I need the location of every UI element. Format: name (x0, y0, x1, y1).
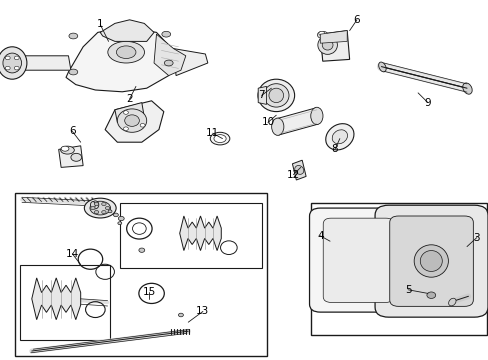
Ellipse shape (419, 251, 441, 271)
Polygon shape (59, 146, 83, 167)
Ellipse shape (413, 245, 447, 277)
Text: 6: 6 (353, 15, 360, 25)
Ellipse shape (91, 207, 95, 210)
Ellipse shape (317, 31, 327, 39)
Ellipse shape (14, 56, 19, 60)
Ellipse shape (310, 107, 323, 125)
Bar (120, 203, 261, 268)
Bar (310, 203, 486, 335)
Ellipse shape (90, 201, 110, 215)
Ellipse shape (140, 123, 145, 127)
Polygon shape (154, 34, 185, 76)
Ellipse shape (178, 313, 183, 317)
Ellipse shape (325, 124, 353, 150)
Polygon shape (180, 216, 221, 251)
Ellipse shape (164, 60, 173, 66)
Ellipse shape (94, 211, 99, 214)
Polygon shape (66, 27, 173, 92)
Polygon shape (100, 20, 154, 41)
FancyBboxPatch shape (309, 208, 406, 312)
Ellipse shape (123, 111, 128, 114)
Ellipse shape (92, 201, 99, 209)
Ellipse shape (3, 53, 21, 73)
Ellipse shape (71, 153, 81, 161)
Text: 12: 12 (286, 170, 300, 180)
Ellipse shape (271, 118, 283, 135)
Bar (15, 193, 266, 356)
Text: 13: 13 (196, 306, 209, 316)
Ellipse shape (102, 211, 106, 214)
Ellipse shape (118, 222, 122, 225)
Text: 14: 14 (65, 249, 79, 259)
FancyBboxPatch shape (389, 216, 472, 306)
Polygon shape (173, 49, 207, 76)
Ellipse shape (61, 146, 69, 151)
Ellipse shape (462, 83, 471, 94)
Ellipse shape (0, 47, 27, 79)
Ellipse shape (214, 135, 226, 143)
Text: 1: 1 (97, 19, 103, 30)
Ellipse shape (124, 115, 139, 126)
Ellipse shape (331, 33, 340, 40)
FancyBboxPatch shape (323, 218, 393, 302)
Polygon shape (276, 108, 317, 135)
Text: 4: 4 (316, 231, 323, 241)
Ellipse shape (118, 216, 124, 221)
Ellipse shape (5, 66, 10, 70)
Ellipse shape (113, 213, 118, 217)
Ellipse shape (263, 84, 288, 107)
Ellipse shape (102, 202, 106, 206)
Polygon shape (258, 86, 266, 104)
Ellipse shape (139, 248, 144, 252)
Ellipse shape (108, 210, 112, 213)
Ellipse shape (117, 109, 146, 132)
Ellipse shape (318, 31, 324, 36)
Ellipse shape (94, 202, 99, 206)
Ellipse shape (69, 33, 78, 39)
Polygon shape (10, 56, 71, 70)
Text: 11: 11 (205, 128, 219, 138)
Polygon shape (32, 278, 81, 320)
Text: 5: 5 (404, 285, 411, 295)
Text: 7: 7 (258, 90, 264, 100)
Ellipse shape (90, 202, 95, 208)
Ellipse shape (322, 40, 332, 50)
Ellipse shape (14, 66, 19, 70)
Polygon shape (105, 101, 163, 142)
Polygon shape (320, 32, 342, 58)
Polygon shape (320, 31, 349, 61)
Bar (20, 265, 110, 340)
Ellipse shape (294, 166, 303, 174)
Ellipse shape (331, 130, 347, 144)
Ellipse shape (108, 41, 144, 63)
Text: 2: 2 (126, 94, 133, 104)
Text: 9: 9 (424, 98, 430, 108)
Ellipse shape (378, 62, 386, 72)
Polygon shape (320, 31, 346, 43)
Ellipse shape (258, 79, 294, 112)
Ellipse shape (69, 69, 78, 75)
Ellipse shape (105, 207, 109, 210)
Ellipse shape (210, 132, 229, 145)
Ellipse shape (268, 88, 283, 103)
Text: 6: 6 (69, 126, 76, 136)
Ellipse shape (61, 146, 74, 154)
Polygon shape (115, 103, 144, 122)
Polygon shape (292, 160, 305, 180)
Text: 3: 3 (472, 233, 479, 243)
Ellipse shape (317, 36, 337, 54)
Text: 10: 10 (261, 117, 274, 127)
Ellipse shape (5, 56, 10, 60)
Ellipse shape (447, 298, 455, 306)
Text: 15: 15 (142, 287, 156, 297)
Text: 8: 8 (331, 144, 338, 154)
Ellipse shape (426, 292, 435, 298)
Ellipse shape (116, 46, 136, 59)
FancyBboxPatch shape (374, 205, 487, 317)
Ellipse shape (162, 31, 170, 37)
Ellipse shape (123, 127, 128, 131)
Ellipse shape (84, 198, 116, 218)
